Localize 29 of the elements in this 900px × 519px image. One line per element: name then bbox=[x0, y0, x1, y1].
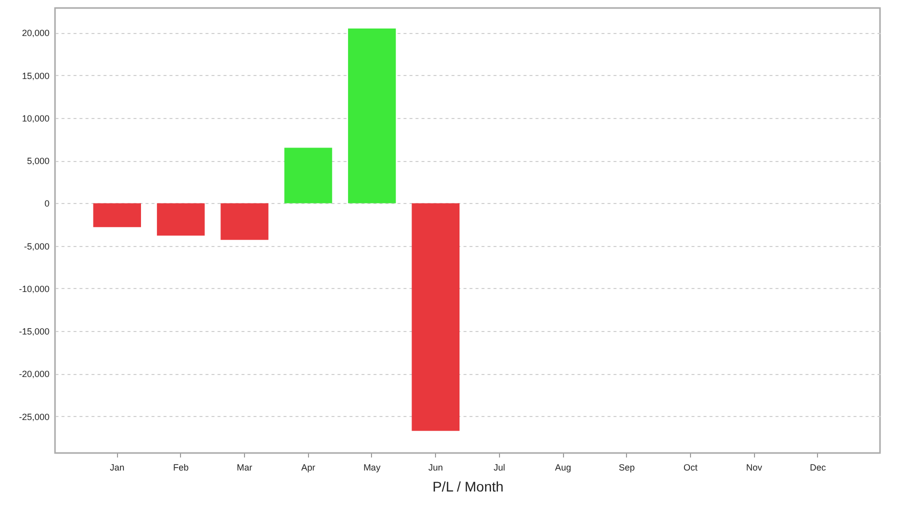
x-tick-label: Sep bbox=[618, 462, 635, 472]
bar bbox=[93, 203, 142, 228]
bar bbox=[284, 148, 332, 204]
x-tick-label: Jul bbox=[494, 462, 506, 472]
x-tick-label: Nov bbox=[746, 462, 763, 472]
bar bbox=[412, 203, 460, 431]
y-tick-label: -5,000 bbox=[24, 241, 50, 252]
y-tick-label: -25,000 bbox=[18, 412, 50, 422]
x-tick-label: Dec bbox=[810, 462, 826, 472]
bar bbox=[156, 203, 205, 236]
bar bbox=[220, 203, 268, 240]
y-tick-label: 5,000 bbox=[26, 156, 50, 166]
y-tick-label: 15,000 bbox=[22, 70, 50, 81]
x-tick-label: Apr bbox=[301, 462, 316, 472]
y-tick-label: 10,000 bbox=[22, 113, 50, 124]
x-tick-label: Feb bbox=[173, 462, 189, 472]
x-tick-label: Aug bbox=[555, 462, 572, 472]
x-tick-label: Jun bbox=[428, 462, 443, 472]
y-tick-label: -15,000 bbox=[18, 326, 50, 337]
bar bbox=[348, 28, 396, 204]
y-tick-label: 0 bbox=[44, 198, 50, 209]
x-axis-title: P/L / Month bbox=[432, 478, 504, 494]
y-tick-label: -20,000 bbox=[18, 369, 50, 380]
x-tick-label: May bbox=[363, 462, 381, 472]
x-tick-label: Mar bbox=[236, 462, 252, 472]
x-tick-label: Jan bbox=[110, 462, 124, 472]
y-tick-label: -10,000 bbox=[18, 284, 50, 294]
x-tick-label: Oct bbox=[683, 462, 698, 472]
y-tick-label: 20,000 bbox=[22, 28, 50, 38]
